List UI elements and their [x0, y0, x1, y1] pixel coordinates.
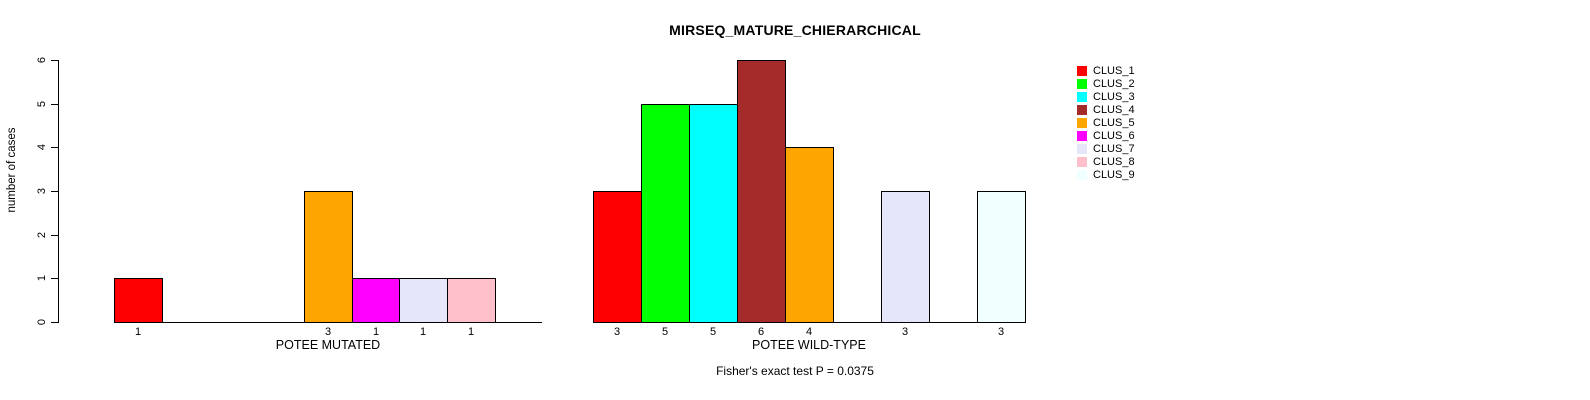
- y-axis-tick: [51, 104, 58, 105]
- legend-swatch-clus_7: [1077, 144, 1087, 154]
- bar-clus_8: [447, 278, 496, 323]
- bar-clus_7: [881, 191, 930, 323]
- y-axis-tick: [51, 278, 58, 279]
- legend-label: CLUS_8: [1093, 156, 1135, 168]
- legend-label: CLUS_4: [1093, 104, 1135, 116]
- legend-swatch-clus_8: [1077, 157, 1087, 167]
- legend-label: CLUS_5: [1093, 117, 1135, 129]
- y-axis-tick-label: 5: [36, 100, 48, 108]
- bar-value-label: 1: [372, 326, 380, 338]
- legend-swatch-clus_3: [1077, 92, 1087, 102]
- y-axis-tick-label: 0: [36, 318, 48, 326]
- bar-value-label: 3: [613, 326, 621, 338]
- legend-label: CLUS_7: [1093, 143, 1135, 155]
- bar-clus_1: [114, 278, 163, 323]
- bar-clus_5: [304, 191, 353, 323]
- bar-clus_3: [689, 104, 738, 323]
- y-axis-tick-label: 4: [36, 143, 48, 151]
- legend-swatch-clus_9: [1077, 170, 1087, 180]
- bar-value-label: 1: [419, 326, 427, 338]
- x-axis-group-label: POTEE WILD-TYPE: [752, 338, 866, 352]
- bar-value-label: 6: [757, 326, 765, 338]
- legend-swatch-clus_6: [1077, 131, 1087, 141]
- y-axis-tick: [51, 235, 58, 236]
- bar-value-label: 5: [661, 326, 669, 338]
- bar-value-label: 1: [467, 326, 475, 338]
- y-axis-tick: [51, 147, 58, 148]
- bar-clus_4: [737, 60, 786, 323]
- bar-value-label: 3: [901, 326, 909, 338]
- legend-swatch-clus_2: [1077, 79, 1087, 89]
- bar-value-label: 1: [134, 326, 142, 338]
- y-axis-tick: [51, 60, 58, 61]
- legend-label: CLUS_6: [1093, 130, 1135, 142]
- chart-title: MIRSEQ_MATURE_CHIERARCHICAL: [669, 22, 921, 38]
- legend-label: CLUS_3: [1093, 91, 1135, 103]
- x-axis-group-label: POTEE MUTATED: [275, 338, 381, 352]
- y-axis-tick-label: 2: [36, 231, 48, 239]
- bar-value-label: 3: [324, 326, 332, 338]
- bar-value-label: 3: [997, 326, 1005, 338]
- legend-swatch-clus_5: [1077, 118, 1087, 128]
- bar-clus_1: [593, 191, 642, 323]
- y-axis-tick-label: 6: [36, 56, 48, 64]
- legend-swatch-clus_1: [1077, 66, 1087, 76]
- y-axis-tick: [51, 191, 58, 192]
- legend-label: CLUS_2: [1093, 78, 1135, 90]
- fisher-test-annotation: Fisher's exact test P = 0.0375: [716, 364, 874, 378]
- legend-label: CLUS_9: [1093, 169, 1135, 181]
- legend-swatch-clus_4: [1077, 105, 1087, 115]
- y-axis-line: [58, 60, 59, 323]
- bar-value-label: 5: [709, 326, 717, 338]
- bar-clus_7: [399, 278, 448, 323]
- bar-clus_2: [641, 104, 690, 323]
- legend-label: CLUS_1: [1093, 65, 1135, 77]
- y-axis-tick: [51, 322, 58, 323]
- bar-value-label: 4: [805, 326, 813, 338]
- y-axis-tick-label: 1: [36, 274, 48, 282]
- y-axis-tick-label: 3: [36, 187, 48, 195]
- bar-clus_6: [352, 278, 401, 323]
- bar-clus_9: [977, 191, 1026, 323]
- bar-clus_5: [785, 147, 834, 323]
